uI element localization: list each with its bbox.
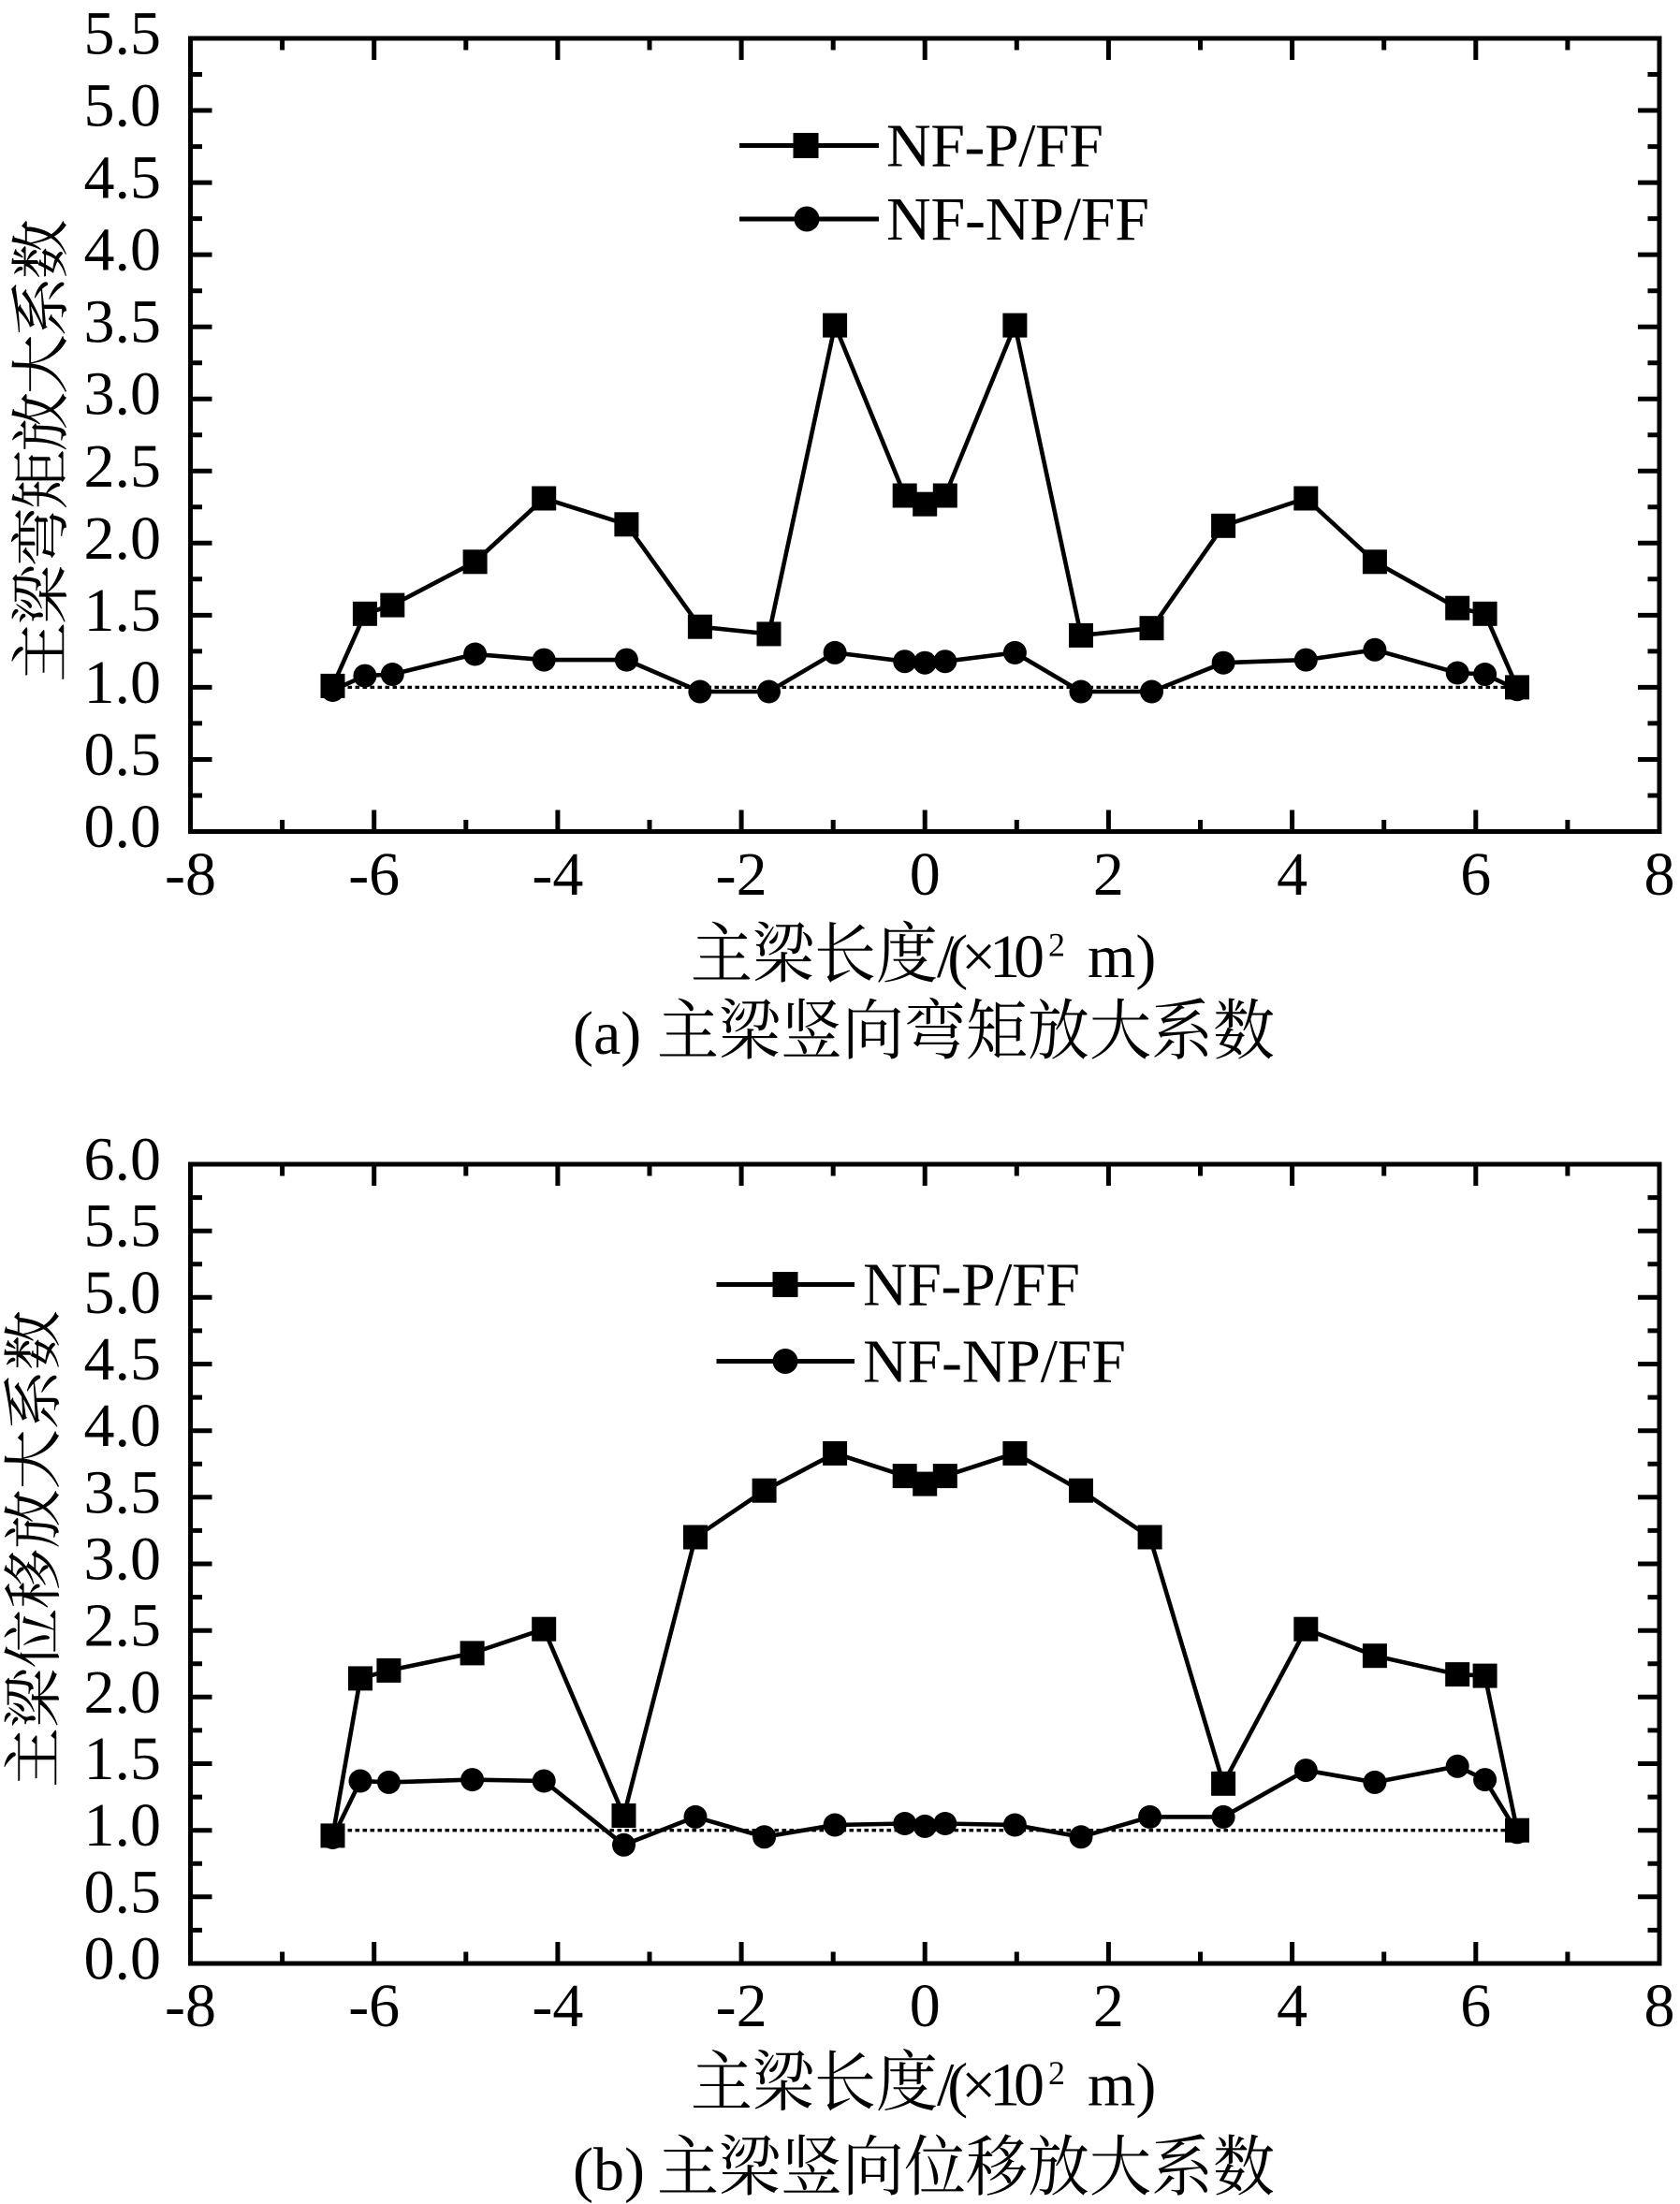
svg-text:1.0: 1.0 [84, 1791, 162, 1860]
svg-text:-4: -4 [532, 1972, 583, 2040]
svg-text:4: 4 [1277, 840, 1307, 909]
svg-text:NF-NP/FF: NF-NP/FF [886, 185, 1149, 254]
svg-text:4.5: 4.5 [84, 1325, 162, 1394]
svg-text:-2: -2 [716, 840, 767, 909]
svg-text:0: 0 [910, 1972, 941, 2040]
svg-text:5.0: 5.0 [84, 1259, 162, 1327]
svg-text:2: 2 [1048, 927, 1065, 964]
svg-text:-8: -8 [165, 840, 216, 909]
svg-text:4.0: 4.0 [84, 1392, 162, 1460]
svg-text:m): m) [1088, 923, 1156, 991]
svg-text:4.0: 4.0 [84, 216, 162, 285]
svg-text:4: 4 [1277, 1972, 1307, 2040]
svg-text:1.5: 1.5 [84, 577, 162, 645]
svg-text:2.0: 2.0 [84, 504, 162, 573]
svg-text:-4: -4 [532, 840, 583, 909]
svg-text:6.0: 6.0 [84, 1126, 162, 1194]
svg-text:6: 6 [1460, 840, 1491, 909]
svg-text:5.0: 5.0 [84, 72, 162, 140]
svg-text:3.5: 3.5 [84, 1458, 162, 1526]
svg-text:-6: -6 [348, 1972, 400, 2040]
svg-text:1.5: 1.5 [84, 1725, 162, 1793]
svg-text:2.0: 2.0 [84, 1658, 162, 1727]
svg-text:NF-NP/FF: NF-NP/FF [863, 1328, 1126, 1396]
svg-text:8: 8 [1644, 840, 1675, 909]
svg-text:0: 0 [910, 840, 941, 909]
svg-text:NF-P/FF: NF-P/FF [863, 1251, 1080, 1320]
svg-text:2: 2 [1048, 2054, 1065, 2092]
svg-text:(a): (a) [573, 1000, 641, 1068]
svg-text:5.5: 5.5 [84, 0, 162, 68]
svg-text:-2: -2 [716, 1972, 767, 2040]
svg-text:6: 6 [1460, 1972, 1491, 2040]
svg-text:-6: -6 [348, 840, 400, 909]
svg-text:0.0: 0.0 [84, 793, 162, 861]
svg-text:(b): (b) [573, 2136, 645, 2204]
svg-text:5.5: 5.5 [84, 1192, 162, 1261]
svg-text:NF-P/FF: NF-P/FF [886, 112, 1103, 181]
svg-text:2.5: 2.5 [84, 1592, 162, 1660]
svg-text:3.0: 3.0 [84, 360, 162, 429]
svg-text:0.5: 0.5 [84, 721, 162, 789]
svg-text:0.5: 0.5 [84, 1858, 162, 1926]
svg-text:2.5: 2.5 [84, 432, 162, 501]
svg-text:-8: -8 [165, 1972, 216, 2040]
svg-text:3.5: 3.5 [84, 288, 162, 357]
svg-text:/(×10: /(×10 [937, 2051, 1045, 2120]
svg-text:2: 2 [1093, 840, 1124, 909]
svg-text:8: 8 [1644, 1972, 1675, 2040]
svg-text:m): m) [1088, 2051, 1156, 2120]
svg-text:1.0: 1.0 [84, 649, 162, 717]
svg-text:3.0: 3.0 [84, 1525, 162, 1594]
svg-text:2: 2 [1093, 1972, 1124, 2040]
svg-text:0.0: 0.0 [84, 1925, 162, 1993]
svg-text:/(×10: /(×10 [937, 923, 1045, 991]
svg-text:4.5: 4.5 [84, 144, 162, 212]
